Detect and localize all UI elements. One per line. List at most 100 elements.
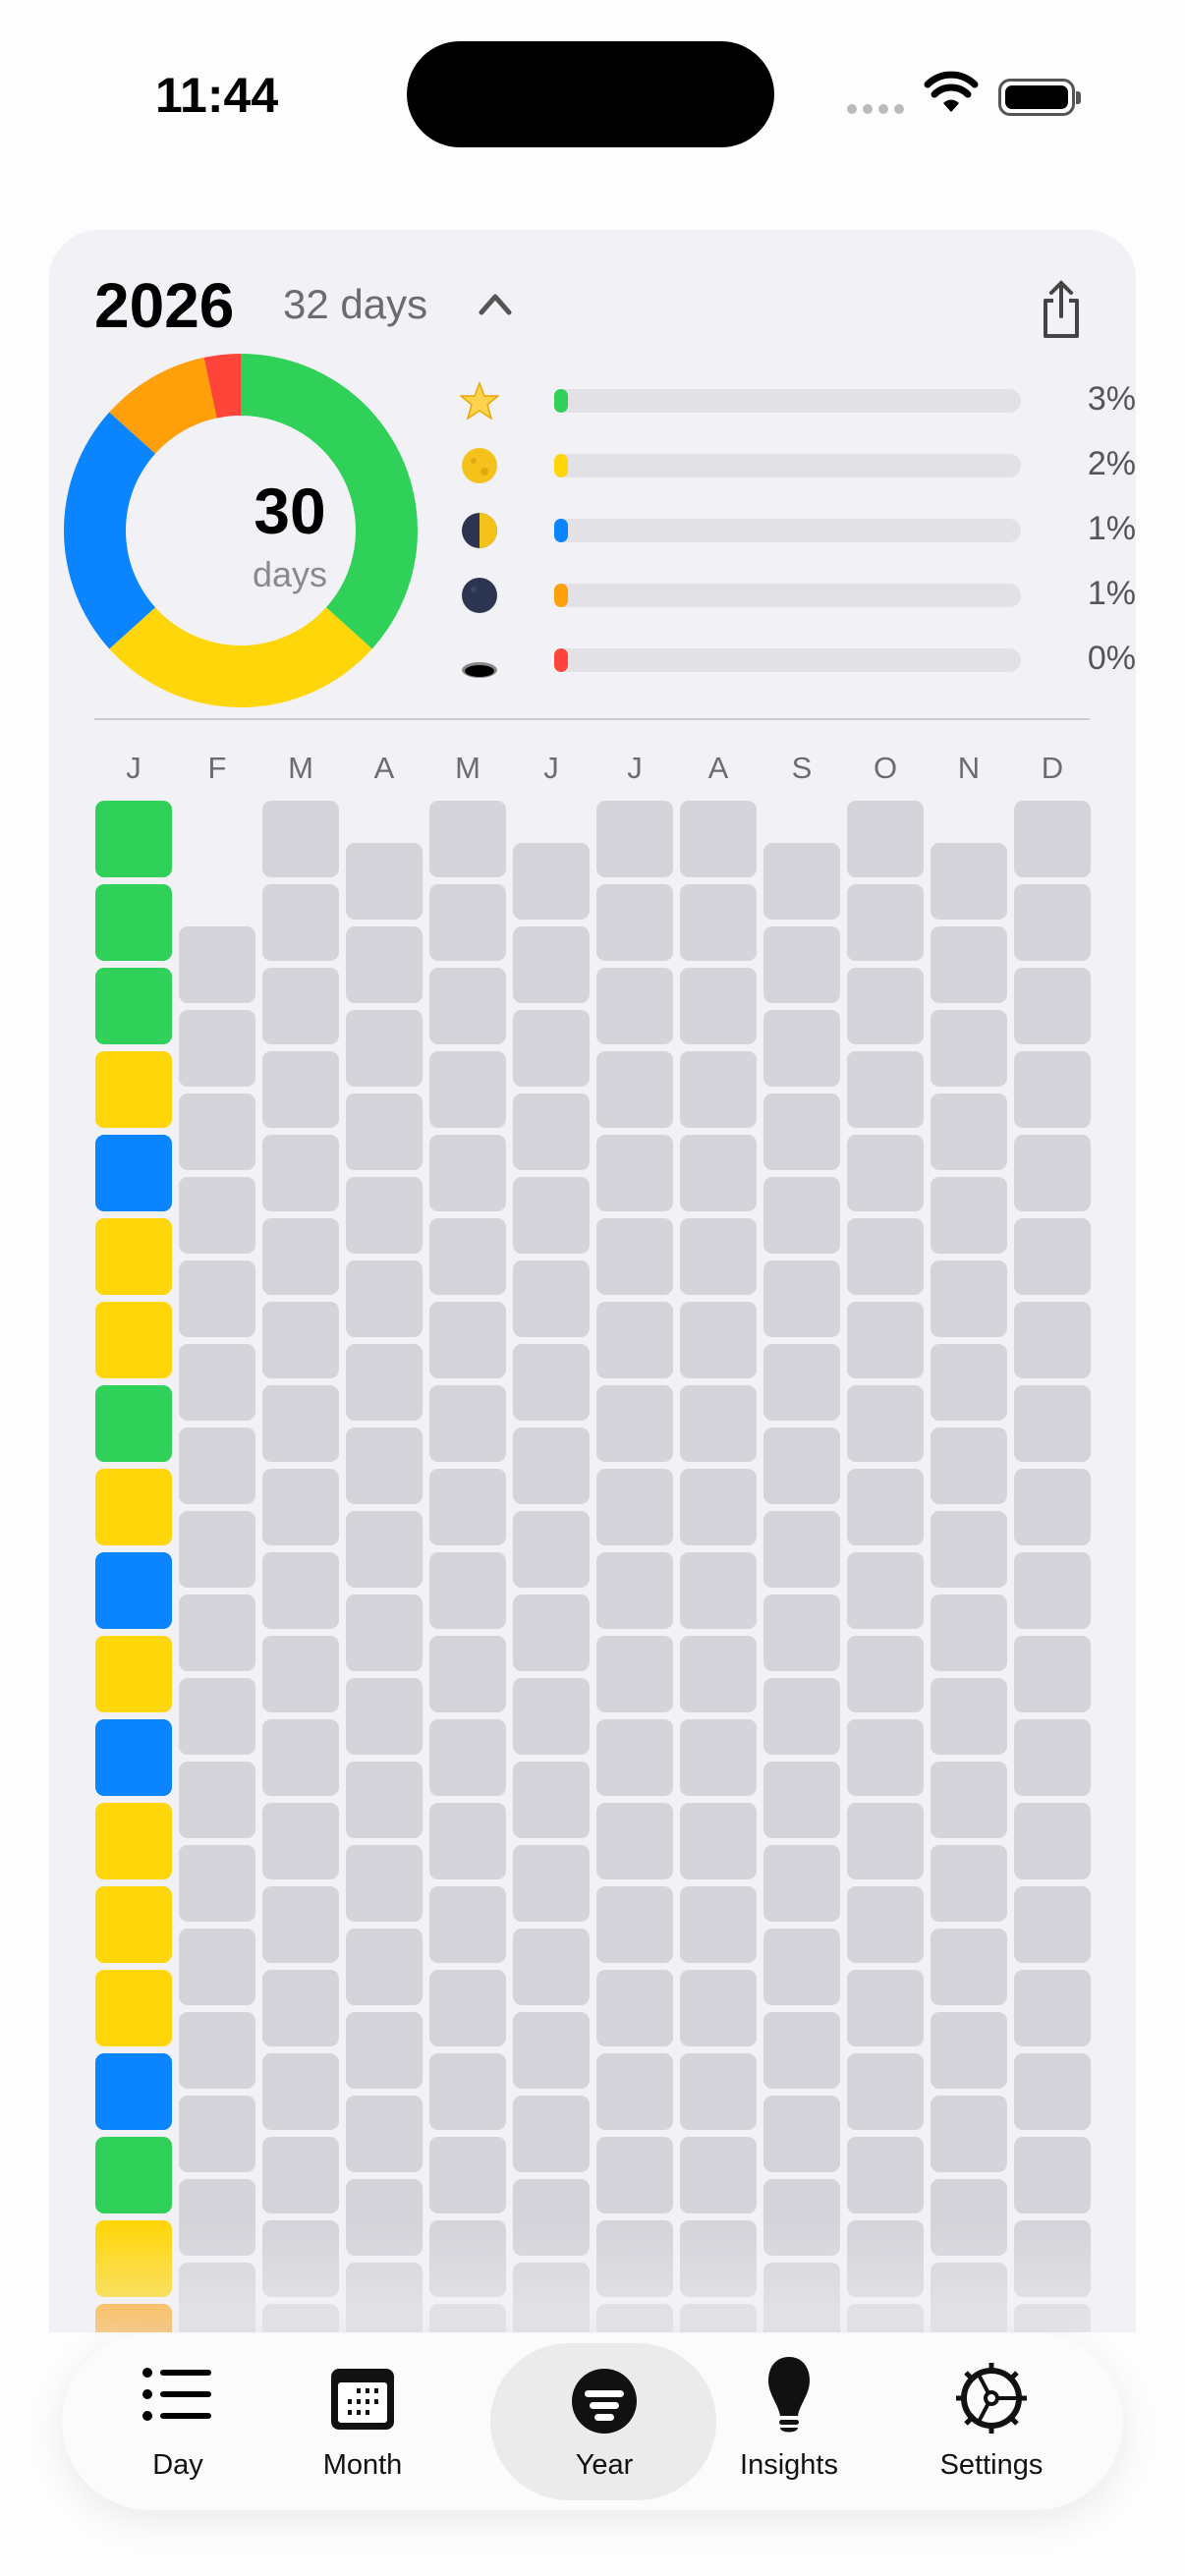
day-cell[interactable] [179,925,255,1003]
day-cell[interactable] [847,1135,924,1211]
day-cell[interactable] [1014,1135,1091,1211]
day-cell[interactable] [429,801,506,877]
day-cell[interactable] [763,1510,840,1588]
day-cell[interactable] [847,1636,924,1712]
day-cell[interactable] [1014,1469,1091,1545]
day-cell[interactable] [513,1260,590,1337]
day-cell[interactable] [513,842,590,920]
day-cell[interactable] [346,842,423,920]
day-cell[interactable] [763,2095,840,2172]
day-cell[interactable] [346,1761,423,1838]
day-cell[interactable] [596,884,673,961]
day-cell[interactable] [596,1552,673,1629]
day-cell[interactable] [680,1636,757,1712]
day-cell[interactable] [95,1636,172,1712]
tab-year[interactable]: Year [486,2333,722,2510]
day-cell[interactable] [1014,1970,1091,2046]
day-cell[interactable] [931,2011,1007,2089]
day-cell[interactable] [931,1594,1007,1671]
day-cell[interactable] [179,1677,255,1755]
day-cell[interactable] [346,1844,423,1922]
day-cell[interactable] [513,1844,590,1922]
day-cell[interactable] [1014,1803,1091,1879]
day-cell[interactable] [95,1886,172,1963]
day-cell[interactable] [346,2095,423,2172]
day-cell[interactable] [262,968,339,1044]
day-cell[interactable] [680,1302,757,1378]
day-cell[interactable] [596,801,673,877]
day-cell[interactable] [95,1385,172,1462]
day-cell[interactable] [1014,884,1091,961]
day-cell[interactable] [95,1469,172,1545]
day-cell[interactable] [680,968,757,1044]
day-cell[interactable] [931,1928,1007,2005]
day-cell[interactable] [847,1719,924,1796]
day-cell[interactable] [763,1677,840,1755]
tab-day[interactable]: Day [72,2333,284,2510]
day-cell[interactable] [95,2137,172,2213]
day-cell[interactable] [262,1469,339,1545]
day-cell[interactable] [931,1677,1007,1755]
day-cell[interactable] [931,1176,1007,1254]
day-cell[interactable] [95,1135,172,1211]
day-cell[interactable] [95,1218,172,1295]
day-cell[interactable] [346,1260,423,1337]
day-cell[interactable] [847,884,924,961]
day-cell[interactable] [847,801,924,877]
day-cell[interactable] [179,1260,255,1337]
day-cell[interactable] [931,1260,1007,1337]
day-cell[interactable] [931,1761,1007,1838]
day-cell[interactable] [680,2053,757,2130]
day-cell[interactable] [680,884,757,961]
day-cell[interactable] [680,1218,757,1295]
day-cell[interactable] [346,1510,423,1588]
day-cell[interactable] [847,1218,924,1295]
tab-month[interactable]: Month [256,2333,469,2510]
day-cell[interactable] [680,1886,757,1963]
day-cell[interactable] [513,2011,590,2089]
day-cell[interactable] [680,1803,757,1879]
day-cell[interactable] [763,1844,840,1922]
day-cell[interactable] [1014,1302,1091,1378]
day-cell[interactable] [680,1719,757,1796]
day-cell[interactable] [179,1844,255,1922]
day-cell[interactable] [847,2137,924,2213]
day-cell[interactable] [429,2053,506,2130]
day-cell[interactable] [847,1803,924,1879]
day-cell[interactable] [95,1552,172,1629]
day-cell[interactable] [847,1886,924,1963]
day-cell[interactable] [346,1594,423,1671]
day-cell[interactable] [1014,801,1091,877]
day-cell[interactable] [763,925,840,1003]
day-cell[interactable] [179,1761,255,1838]
day-cell[interactable] [763,1176,840,1254]
day-cell[interactable] [596,1886,673,1963]
day-cell[interactable] [262,1385,339,1462]
day-cell[interactable] [847,1552,924,1629]
day-cell[interactable] [596,1385,673,1462]
day-cell[interactable] [429,2137,506,2213]
day-cell[interactable] [429,1218,506,1295]
day-cell[interactable] [429,1552,506,1629]
day-cell[interactable] [346,1677,423,1755]
day-cell[interactable] [429,1636,506,1712]
day-cell[interactable] [1014,1636,1091,1712]
tab-insights[interactable]: Insights [683,2333,895,2510]
day-cell[interactable] [931,1844,1007,1922]
day-cell[interactable] [513,2095,590,2172]
day-cell[interactable] [95,2053,172,2130]
day-cell[interactable] [262,1218,339,1295]
day-cell[interactable] [262,801,339,877]
day-cell[interactable] [931,925,1007,1003]
day-cell[interactable] [95,968,172,1044]
day-cell[interactable] [680,1970,757,2046]
day-cell[interactable] [429,1719,506,1796]
day-cell[interactable] [763,2011,840,2089]
day-cell[interactable] [763,1427,840,1504]
day-cell[interactable] [429,1051,506,1128]
day-cell[interactable] [847,1469,924,1545]
day-cell[interactable] [847,2053,924,2130]
day-cell[interactable] [429,884,506,961]
day-cell[interactable] [1014,1051,1091,1128]
day-cell[interactable] [763,1343,840,1421]
